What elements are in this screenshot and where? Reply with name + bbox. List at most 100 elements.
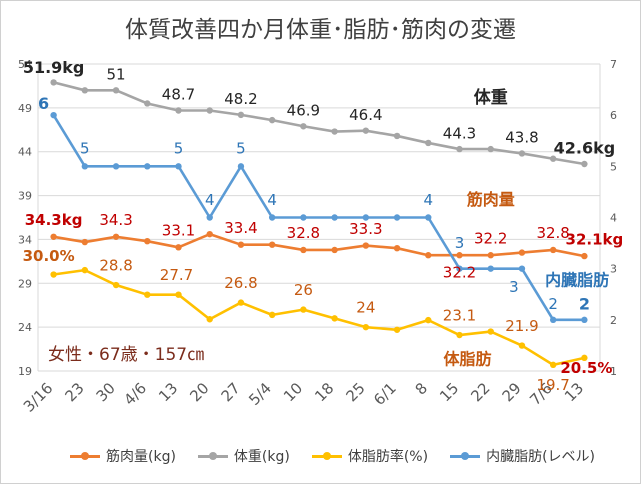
data-label: 5 xyxy=(174,140,184,158)
series-point-1 xyxy=(331,128,338,135)
series-point-3 xyxy=(393,214,401,221)
series-point-2 xyxy=(50,271,57,278)
series-line-0 xyxy=(53,232,585,258)
x-tick-label: 29 xyxy=(499,379,525,405)
series-lines xyxy=(52,81,585,367)
subject-note: 女性・67歳・157㎝ xyxy=(48,345,204,365)
data-label: 44.3 xyxy=(443,124,476,142)
data-label: 48.7 xyxy=(162,86,195,104)
data-label: 33.3 xyxy=(349,220,382,238)
x-tick-label: 27 xyxy=(218,379,244,405)
series-point-0 xyxy=(112,233,120,240)
x-tick-label: 6/1 xyxy=(370,379,400,409)
series-point-2 xyxy=(144,291,151,298)
legend-swatch xyxy=(450,451,481,460)
x-tick-label: 3/16 xyxy=(20,379,57,416)
x-tick-label: 20 xyxy=(186,379,212,405)
left-tick-label: 54 xyxy=(18,58,32,71)
x-axis-ticks: 3/16 23 30 4/6 13 20 27 5/4 10 18 25 6/1 8 15 22 29 7/6 1… xyxy=(20,379,587,416)
data-label: 5 xyxy=(236,140,246,158)
series-point-1 xyxy=(50,79,57,86)
series-line-3 xyxy=(52,114,585,322)
left-tick-label: 49 xyxy=(18,102,32,115)
series-point-1 xyxy=(393,132,401,140)
series-name-label: 体脂肪 xyxy=(443,350,491,369)
series-point-3 xyxy=(206,214,213,221)
series-point-3 xyxy=(50,111,57,119)
data-label: 19.7 xyxy=(536,376,569,394)
series-point-3 xyxy=(456,265,463,272)
series-point-1 xyxy=(112,87,120,94)
data-label: 3 xyxy=(509,278,519,296)
series-point-0 xyxy=(487,252,494,259)
data-label: 51.9kg xyxy=(23,58,85,77)
right-tick-label: 2 xyxy=(610,314,617,327)
data-label: 27.7 xyxy=(160,266,193,284)
left-tick-label: 29 xyxy=(18,277,32,290)
series-point-3 xyxy=(237,163,245,170)
series-point-2 xyxy=(81,266,89,274)
series-point-1 xyxy=(581,160,588,168)
series-point-0 xyxy=(331,246,338,254)
series-point-1 xyxy=(175,107,182,114)
legend: 筋肉量(kg) 体重(kg) 体脂肪率(%) 内臓脂肪(レベル) xyxy=(70,446,595,466)
series-point-2 xyxy=(549,361,557,369)
legend-item: 筋肉量(kg) xyxy=(70,446,176,466)
data-label: 46.4 xyxy=(349,106,382,124)
series-name-label: 体重 xyxy=(474,87,508,108)
series-point-1 xyxy=(144,100,151,107)
series-point-2 xyxy=(581,354,588,362)
series-point-0 xyxy=(175,244,182,251)
series-point-3 xyxy=(362,214,370,221)
series-point-0 xyxy=(300,246,307,254)
series-point-3 xyxy=(112,163,120,170)
right-tick-label: 3 xyxy=(610,263,617,276)
legend-label: 内臓脂肪(レベル) xyxy=(486,449,596,465)
x-tick-label: 30 xyxy=(93,379,119,405)
right-tick-label: 5 xyxy=(610,160,617,173)
series-point-2 xyxy=(112,281,120,289)
series-point-0 xyxy=(362,242,370,249)
data-label: 32.1kg xyxy=(566,230,624,248)
series-point-3 xyxy=(518,265,526,272)
series-point-0 xyxy=(81,238,89,246)
data-label: 4 xyxy=(205,191,215,209)
data-label: 26.8 xyxy=(224,274,257,292)
series-point-2 xyxy=(237,299,245,306)
series-point-2 xyxy=(362,323,370,331)
series-point-3 xyxy=(144,163,151,170)
data-label: 5 xyxy=(80,140,90,158)
x-tick-label: 10 xyxy=(280,379,306,405)
series-point-3 xyxy=(425,214,432,221)
data-label: 34.3kg xyxy=(25,211,83,229)
data-label: 24 xyxy=(356,298,375,316)
series-point-0 xyxy=(393,245,401,252)
legend-item: 体脂肪率(%) xyxy=(311,446,428,466)
data-label: 4 xyxy=(424,191,434,209)
right-tick-label: 4 xyxy=(610,212,617,225)
series-point-1 xyxy=(518,150,526,157)
data-label: 32.8 xyxy=(536,224,569,242)
series-point-2 xyxy=(456,331,463,339)
x-tick-label: 4/6 xyxy=(120,379,150,409)
series-point-0 xyxy=(518,249,526,256)
series-point-0 xyxy=(425,252,432,259)
series-point-2 xyxy=(300,306,307,313)
data-label: 48.2 xyxy=(224,90,257,108)
data-label: 33.1 xyxy=(162,222,195,240)
series-point-0 xyxy=(581,252,588,260)
series-point-1 xyxy=(237,111,245,119)
data-label: 46.9 xyxy=(287,102,320,120)
series-name-label: 内臓脂肪 xyxy=(545,270,609,289)
legend-swatch xyxy=(197,451,228,460)
data-label: 28.8 xyxy=(99,256,132,274)
right-axis-ticks: 1 2 3 4 5 6 7 xyxy=(610,58,617,378)
series-line-1 xyxy=(53,81,585,166)
data-label: 26 xyxy=(294,281,313,299)
data-label: 42.6kg xyxy=(554,139,616,158)
series-point-1 xyxy=(300,123,307,130)
